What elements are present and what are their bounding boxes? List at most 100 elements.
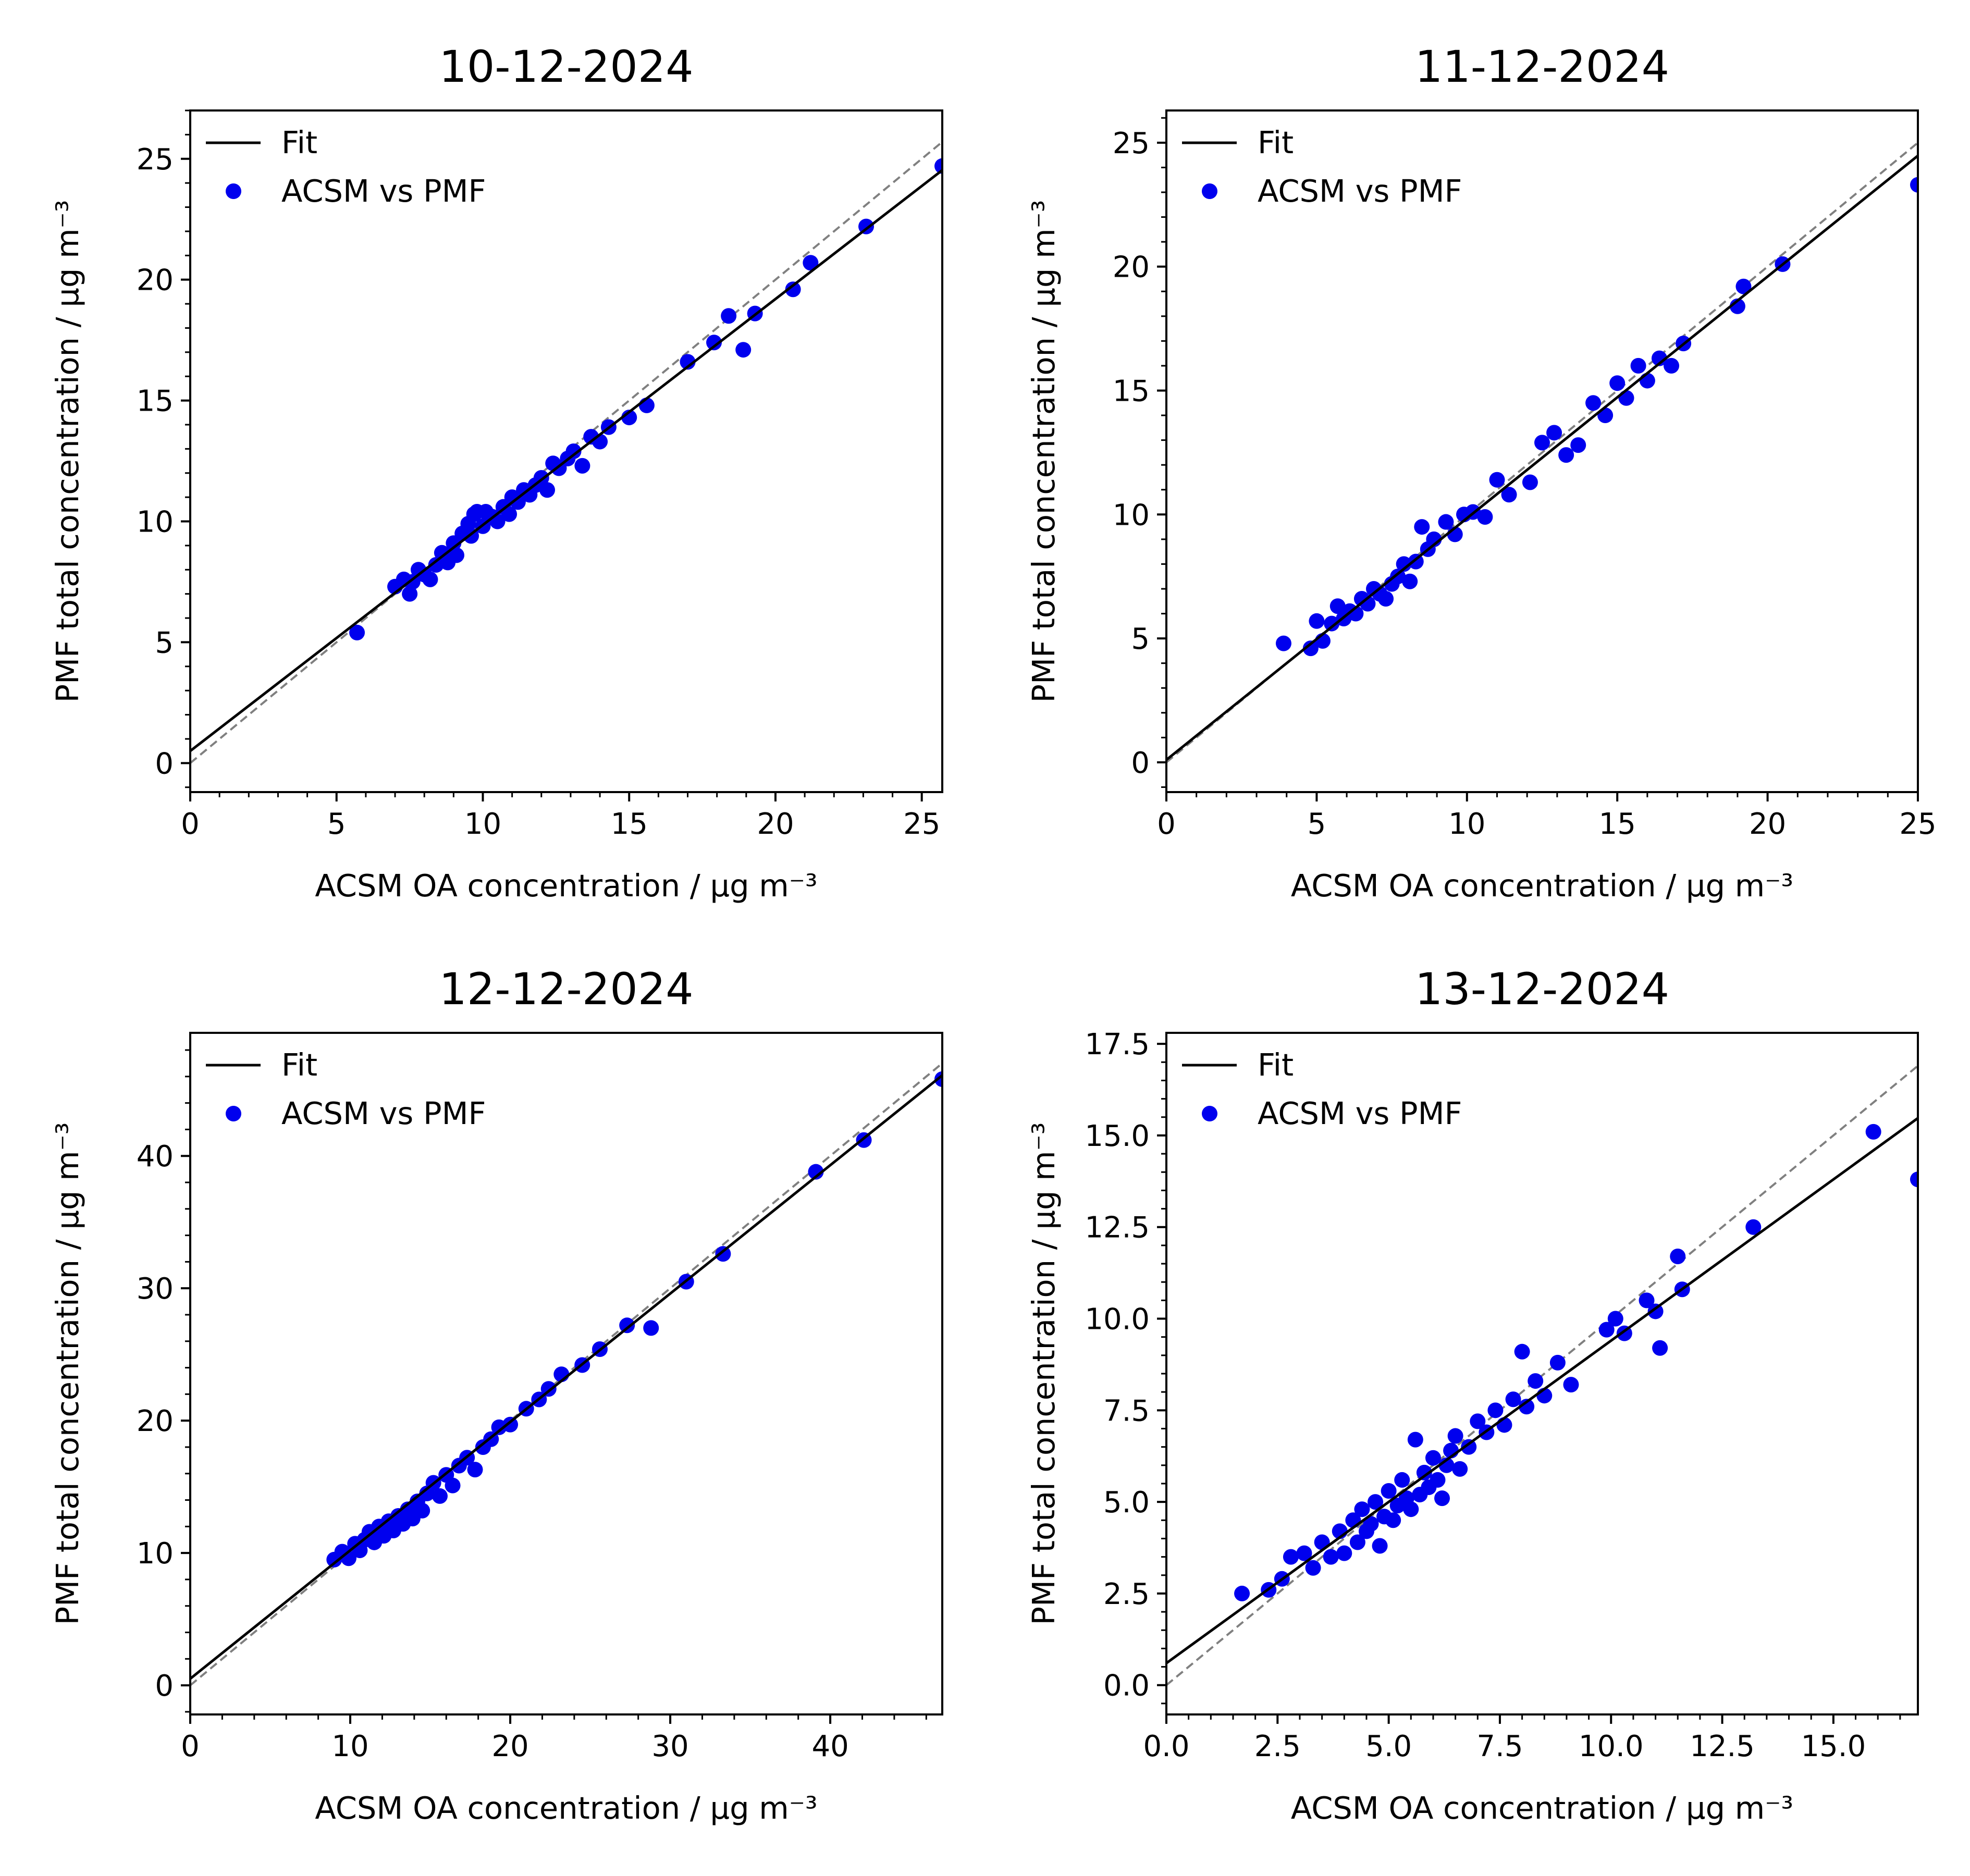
data-point [1425,1450,1441,1466]
chart-title: 11-12-2024 [1415,41,1669,92]
plot-frame [189,109,943,793]
y-tick-label: 25 [1113,127,1150,161]
data-point [1470,1413,1486,1429]
data-point [1354,1501,1370,1517]
data-point [1396,556,1412,572]
x-tick-label: 0.0 [1143,1730,1189,1763]
data-point [432,1488,448,1504]
x-tick-label: 15.0 [1801,1730,1866,1763]
data-point [1487,1402,1504,1418]
y-tick-label: 10 [137,1537,174,1571]
data-point [1434,1490,1450,1507]
data-point [643,1320,659,1336]
y-tick-label: 10 [137,505,174,539]
data-point [1519,1399,1535,1415]
data-point [402,586,418,602]
data-point [1522,474,1538,490]
plot-frame [1165,1032,1919,1715]
x-tick-label: 20 [491,1730,528,1763]
data-point [715,1246,731,1262]
data-point [1598,1322,1615,1338]
legend: Fit ACSM vs PMF [206,1047,486,1131]
data-point [1283,1549,1299,1565]
legend: Fit ACSM vs PMF [206,125,486,209]
data-point [1385,1512,1401,1528]
data-point [1368,1494,1384,1510]
data-point [1639,1292,1655,1309]
data-point [808,1164,824,1180]
data-point [934,158,942,174]
y-tick-label: 15 [1113,374,1150,408]
data-point [619,1317,635,1334]
x-tick-label: 15 [611,807,648,841]
x-tick-label: 20 [757,807,794,841]
legend-scatter-swatch [226,1106,241,1121]
data-point [1664,357,1680,374]
data-point [502,1416,519,1433]
data-point [1363,1516,1379,1532]
fit-line [1166,154,1918,761]
chart-panel-2: 11-12-2024 0 5 10 15 20 25 0 5 10 15 20 25 ACSM OA co… [1026,41,1937,904]
reference-line [1166,1065,1918,1686]
legend-scatter-swatch [1202,183,1217,199]
y-tick-label: 10 [1113,498,1150,532]
data-point [539,482,556,498]
x-tick-label: 10.0 [1579,1730,1644,1763]
data-point [1275,635,1291,651]
data-point [735,342,752,358]
y-tick-label: 5 [155,626,174,660]
chart-panel-4: 13-12-2024 0.0 2.5 5.0 7.5 10.0 12.5 15.0 0.0 2.5… [1026,964,1919,1826]
x-tick-label: 0 [1157,807,1176,841]
data-point [1305,1560,1321,1576]
data-point [1570,437,1586,453]
data-point [1296,1545,1312,1561]
data-point [1461,1439,1477,1455]
data-point [1324,615,1340,632]
data-point [1329,598,1346,614]
data-point [1336,1545,1352,1561]
y-tick-label: 5.0 [1103,1486,1150,1520]
y-tick-label: 2.5 [1103,1577,1150,1611]
data-point [785,281,801,298]
y-tick-label: 20 [137,264,174,298]
plot-frame [189,1032,943,1715]
legend-fit-label: Fit [1258,125,1294,161]
legend-scatter-label: ACSM vs PMF [281,173,486,209]
data-point [1407,1431,1423,1448]
x-tick-label: 7.5 [1476,1730,1523,1763]
data-point [349,624,365,640]
data-point [1416,1464,1432,1480]
data-point [1910,177,1918,193]
data-point [1647,1303,1664,1319]
data-point [1558,447,1574,463]
data-point [1735,278,1752,294]
legend-fit-label: Fit [1258,1047,1294,1083]
y-tick-label: 40 [137,1140,174,1174]
data-point [501,506,518,522]
data-point [448,547,464,563]
y-tick-label: 20 [1113,251,1150,285]
data-point [1394,1472,1410,1488]
y-tick-label: 0.0 [1103,1669,1150,1703]
data-point [510,494,526,510]
x-tick-label: 2.5 [1254,1730,1301,1763]
x-tick-label: 40 [811,1730,848,1763]
data-point [1447,1428,1463,1444]
legend-fit-label: Fit [281,1047,317,1083]
data-point [1309,613,1325,629]
fit-line [190,169,942,752]
x-axis-label: ACSM OA concentration / μg m⁻³ [1291,1790,1793,1826]
chart-title: 10-12-2024 [439,41,693,92]
data-point [1234,1585,1250,1601]
data-point [574,458,590,474]
data-point [467,1462,483,1478]
data-point [1489,472,1505,488]
data-point [1402,573,1418,589]
data-point [1501,487,1517,503]
y-tick-label: 0 [155,747,174,781]
y-axis-label: PMF total concentration / μg m⁻³ [50,1122,85,1625]
x-tick-label: 30 [651,1730,688,1763]
data-point [803,255,819,271]
data-point [1438,514,1454,530]
data-point [706,335,722,351]
